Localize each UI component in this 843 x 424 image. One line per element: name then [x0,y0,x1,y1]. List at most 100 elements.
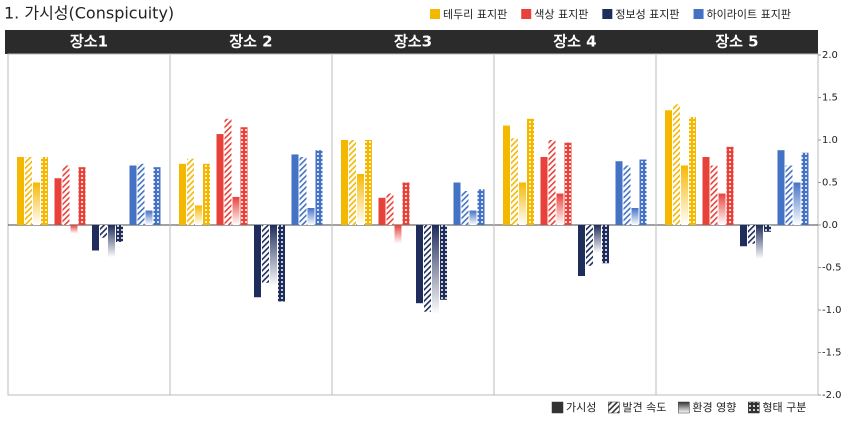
bar [224,118,232,225]
legend-swatch [678,401,690,414]
legend-swatch [748,401,760,414]
bar [556,193,564,225]
bar [453,182,461,225]
y-tick-label: 1.5 [822,93,838,104]
y-tick-label: 1.0 [822,135,838,146]
bar [764,225,771,232]
legend-label: 하이라이트 표지판 [707,7,791,21]
bar [153,167,161,225]
bar [615,161,623,225]
bar [793,182,801,225]
bar [357,174,364,225]
bar [232,196,240,225]
legend-label: 형태 구분 [762,401,806,414]
legend-swatch [693,9,704,19]
bar [631,208,639,225]
bar [378,197,386,225]
bar [726,146,734,225]
bar [665,110,672,225]
bar [402,182,410,225]
bar [108,225,115,258]
bar [689,117,696,225]
bar [349,140,356,225]
legend-swatch [551,401,564,414]
legend-swatch [608,401,620,414]
bar [299,157,307,225]
bar [756,225,763,259]
chart-title: 1. 가시성(Conspicuity) [4,4,174,23]
bar [240,127,248,225]
bar [145,210,153,225]
bar [195,205,202,225]
bar [41,157,48,225]
bar [461,191,469,225]
panel-label: 장소1 [70,33,108,51]
panel-label: 장소 2 [229,33,272,51]
panel-label: 장소 4 [553,33,596,51]
bar [137,163,145,225]
legend-label: 색상 표지판 [534,8,588,21]
bar [540,157,548,225]
bar [62,165,70,225]
panel-label: 장소 5 [715,33,758,51]
bar [777,150,785,225]
bar [116,225,123,242]
bar [54,178,62,225]
bar [78,167,86,225]
bar [519,182,526,225]
bar [129,165,137,225]
bar [278,225,285,302]
legend-label: 테두리 표지판 [443,8,507,21]
bar [307,208,315,225]
y-tick-label: -0.5 [822,263,842,274]
bar [469,210,477,225]
y-tick-label: 2.0 [822,50,838,61]
bar [548,140,556,225]
bar [801,152,809,225]
bar [25,157,32,225]
bar [187,158,194,225]
bar [315,150,323,225]
bar [416,225,423,304]
bar [365,140,372,225]
bar [748,225,755,244]
bar [386,193,394,225]
bar [440,225,447,300]
bar [623,165,631,225]
bar [262,225,269,283]
bar [578,225,585,276]
bar [100,225,107,238]
y-tick-label: -2.0 [822,390,842,401]
bar [254,225,261,298]
bar [270,225,277,287]
bar [33,182,40,225]
legend-swatch [521,9,532,19]
bar [70,225,78,234]
bar [710,165,718,225]
bar [341,140,348,225]
legend-swatch [602,9,613,19]
bar [673,104,680,225]
bar [681,165,688,225]
bar [432,225,439,315]
bar [511,138,518,225]
bar [17,157,24,225]
legend-label: 환경 영향 [692,401,736,414]
bar [586,225,593,266]
legend-label: 가시성 [566,401,596,414]
bar [394,225,402,244]
y-tick-label: -1.5 [822,348,842,359]
bar [702,157,710,225]
bar [740,225,747,247]
bar [92,225,99,251]
bar [564,142,572,225]
bar [424,225,431,312]
bar [639,159,647,225]
bar [718,193,726,225]
bar [477,189,485,225]
bar [203,163,210,225]
y-tick-label: 0.0 [822,220,838,231]
bar [602,225,609,264]
bar [785,165,793,225]
